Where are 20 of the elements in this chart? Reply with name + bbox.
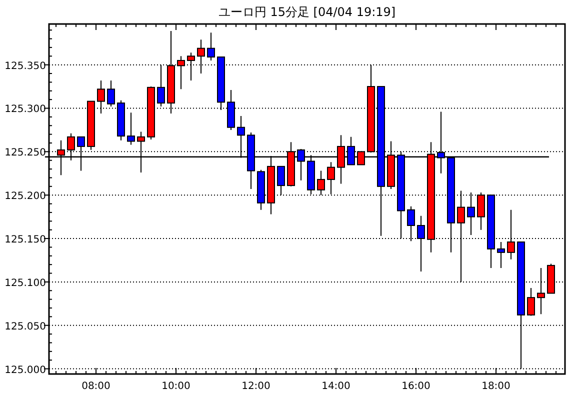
y-tick-label: 125.100 [4,278,46,289]
y-tick-label: 125.150 [4,234,46,246]
y-tick-label: 125.300 [4,104,46,116]
y-tick-label: 125.000 [4,364,46,376]
candlestick [497,241,505,269]
y-tick-label: 125.050 [4,321,46,332]
x-tick-label: 10:00 [162,381,190,392]
candlestick [107,80,115,108]
y-tick-label: 125.350 [4,60,46,72]
x-tick-label: 08:00 [82,381,110,392]
x-tick-label: 16:00 [402,381,430,392]
candlestick [127,112,135,146]
x-tick-label: 18:00 [482,381,510,392]
candlestick [527,288,535,316]
x-tick-label: 14:00 [322,381,350,392]
x-tick-label: 12:00 [242,381,270,392]
y-tick-label: 125.200 [4,191,46,202]
chart-title: ユーロ円 15分足 [04/04 19:19] [218,5,396,19]
y-tick-label: 125.250 [4,148,46,159]
candlestick [207,32,215,61]
